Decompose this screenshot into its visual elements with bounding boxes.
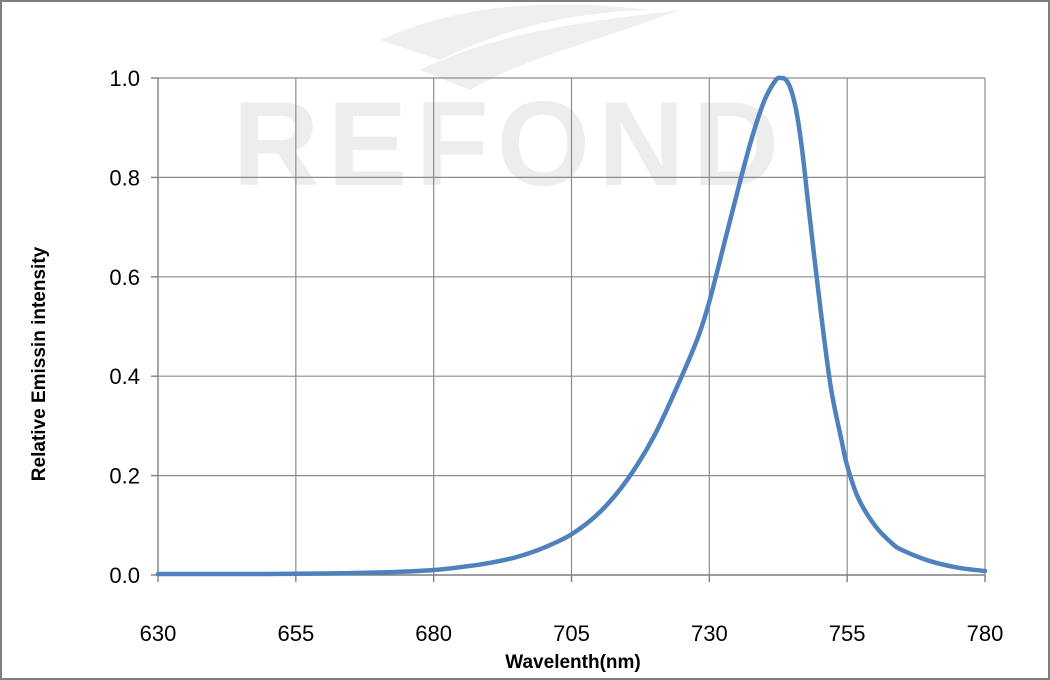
series-layer bbox=[155, 75, 988, 577]
watermark-swoosh bbox=[380, 4, 650, 60]
x-axis-title: Wavelenth(nm) bbox=[505, 652, 640, 673]
watermark-swoosh bbox=[420, 10, 680, 90]
y-tick-label: 0.4 bbox=[109, 364, 140, 389]
watermark-logo: REFOND bbox=[233, 77, 788, 211]
y-axis-title: Relative Emissin intensity bbox=[29, 246, 50, 481]
x-tick-label: 780 bbox=[967, 621, 1004, 646]
x-tick-label: 730 bbox=[691, 621, 728, 646]
x-tick-label: 705 bbox=[553, 621, 590, 646]
tick-labels: 0.0 0.2 0.4 0.6 0.8 1.0 630 655 680 705 730 755 780 bbox=[109, 66, 1003, 646]
x-tick-label: 655 bbox=[277, 621, 314, 646]
y-tick-label: 0.6 bbox=[109, 265, 140, 290]
emission-series-line bbox=[155, 75, 988, 577]
x-tick-label: 680 bbox=[415, 621, 452, 646]
y-tick-label: 0.8 bbox=[109, 165, 140, 190]
y-tick-label: 0.0 bbox=[109, 563, 140, 588]
y-tick-label: 0.2 bbox=[109, 464, 140, 489]
x-tick-label: 755 bbox=[829, 621, 866, 646]
gridlines bbox=[158, 77, 986, 575]
x-tick-label: 630 bbox=[140, 621, 177, 646]
y-tick-label: 1.0 bbox=[109, 66, 140, 91]
watermark: REFOND bbox=[233, 4, 788, 211]
